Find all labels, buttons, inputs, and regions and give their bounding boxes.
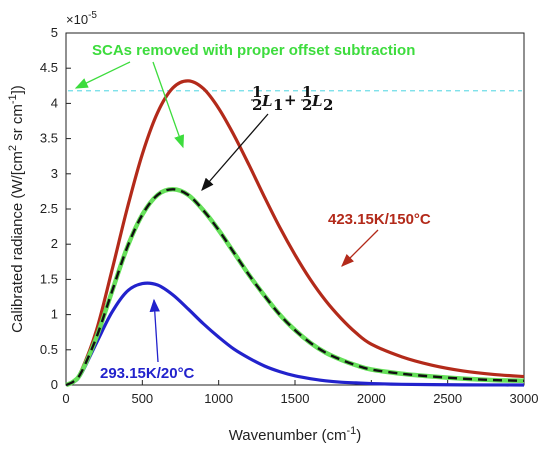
svg-text:+: + — [284, 91, 297, 109]
x-axis-title: Wavenumber (cm-1) — [229, 425, 362, 444]
x-tick-label: 2500 — [433, 391, 462, 406]
svg-text:2: 2 — [302, 96, 312, 114]
annotation-average-arrow — [201, 113, 269, 191]
y-tick-label: 4 — [51, 95, 58, 110]
series-line-423K — [65, 79, 525, 387]
svg-text:2: 2 — [252, 96, 262, 114]
svg-text:1: 1 — [273, 96, 283, 114]
annotation-average-label: 1 2 L 1 + 1 2 L 2 — [251, 83, 333, 114]
x-tick-label: 1500 — [281, 391, 310, 406]
annotation-hot-arrow — [341, 229, 379, 267]
x-axis-ticks: 0 500 1000 1500 2000 2500 3000 — [62, 380, 538, 406]
y-tick-label: 2.5 — [40, 201, 58, 216]
y-axis-ticks: 0 0.5 1 1.5 2 2.5 3 3.5 4 4.5 5 — [40, 25, 71, 392]
plot-frame — [65, 32, 525, 386]
svg-text:1: 1 — [302, 83, 312, 101]
annotation-sca-arrow-curve — [152, 61, 185, 149]
y-tick-label: 4.5 — [40, 60, 58, 75]
y-tick-label: 1 — [51, 307, 58, 322]
x-tick-label: 500 — [131, 391, 153, 406]
annotation-sca-arrow-left — [74, 61, 131, 89]
annotation-cold-arrow — [149, 298, 160, 363]
y-tick-label: 1.5 — [40, 271, 58, 286]
series-line-average — [65, 188, 525, 387]
svg-text:2: 2 — [323, 96, 333, 114]
x-tick-label: 0 — [62, 391, 69, 406]
series-line-293K — [65, 281, 525, 387]
x-tick-label: 2000 — [357, 391, 386, 406]
annotation-cold-label: 293.15K/20°C — [100, 365, 195, 382]
y-axis-title: Calibrated radiance (W/[cm2 sr cm-1]) — [7, 85, 26, 333]
series-lines — [65, 79, 525, 388]
y-scale-multiplier: ×10-5 — [66, 10, 97, 27]
y-tick-label: 3.5 — [40, 131, 58, 146]
svg-text:L: L — [261, 92, 273, 110]
y-tick-label: 2 — [51, 236, 58, 251]
x-tick-label: 3000 — [510, 391, 539, 406]
y-tick-label: 5 — [51, 25, 58, 40]
y-tick-label: 0.5 — [40, 342, 58, 357]
y-tick-label: 0 — [51, 377, 58, 392]
annotation-hot-label: 423.15K/150°C — [328, 211, 431, 228]
svg-text:L: L — [311, 92, 323, 110]
annotation-sca-removed: SCAs removed with proper offset subtract… — [92, 42, 415, 59]
y-tick-label: 3 — [51, 166, 58, 181]
x-tick-label: 1000 — [204, 391, 233, 406]
svg-text:1: 1 — [252, 83, 262, 101]
